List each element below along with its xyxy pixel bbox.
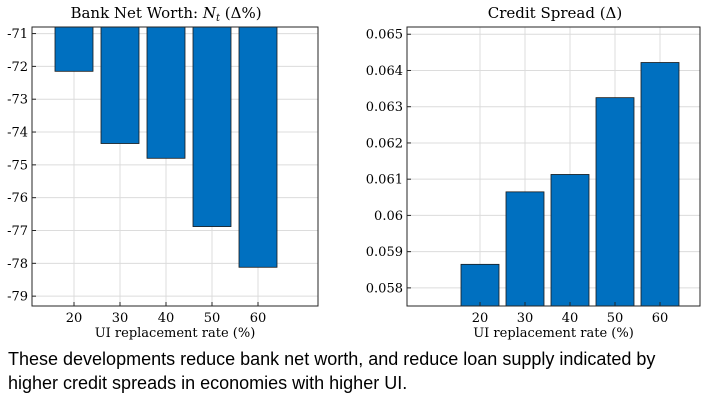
ytick-label: -77: [7, 224, 28, 239]
bar-50: [192, 26, 232, 227]
xtick-label: 40: [158, 311, 175, 326]
slide-caption: These developments reduce bank net worth…: [8, 349, 656, 393]
bar-40: [146, 26, 186, 159]
bar-60: [640, 62, 680, 307]
bar-40: [550, 174, 590, 307]
ytick-label: -78: [7, 257, 28, 272]
plot-frame: [31, 26, 319, 307]
ytick-label: -71: [7, 27, 28, 42]
xtick-label: 50: [607, 311, 624, 326]
x-axis-label: UI replacement rate (%): [95, 326, 256, 341]
xtick-label: 40: [562, 311, 579, 326]
xtick-label: 30: [517, 311, 534, 326]
ytick-label: 0.058: [366, 281, 403, 296]
xtick-label: 20: [472, 311, 489, 326]
bar-20: [54, 26, 94, 72]
bar-30: [100, 26, 140, 144]
ytick-label: 0.062: [366, 136, 403, 151]
ytick-label: 0.063: [366, 100, 403, 115]
ytick-label: -73: [7, 93, 28, 108]
chart-title: Credit Spread (Δ): [488, 4, 623, 22]
bar-50: [595, 97, 635, 307]
bar-30: [505, 191, 545, 307]
chart-credit-spread: 0.058 0.059 0.06 0.061 0.062 0.063 0.064 0.065 2…: [366, 4, 701, 341]
xtick-label: 50: [204, 311, 221, 326]
bar-60: [238, 26, 278, 268]
bar-20: [460, 263, 500, 307]
ytick-label: -72: [7, 60, 28, 75]
ytick-label: 0.06: [374, 209, 403, 224]
xtick-label: 20: [66, 311, 83, 326]
plot-frame: [406, 26, 701, 307]
ytick-label: -74: [7, 126, 28, 141]
chart-title: Bank Net Worth: Nt (Δ%): [70, 4, 261, 24]
xtick-label: 60: [652, 311, 669, 326]
ytick-label: -79: [7, 290, 28, 305]
ytick-label: 0.059: [366, 245, 403, 260]
xtick-label: 30: [112, 311, 129, 326]
chart-bank-net-worth: -71 -72 -73 -74 -75 -76 -77 -78 -79 20 30 40 50 60UI …: [7, 4, 319, 341]
ytick-label: 0.064: [366, 64, 403, 79]
x-axis-label: UI replacement rate (%): [473, 326, 634, 341]
ytick-label: 0.065: [366, 28, 403, 43]
ytick-label: 0.061: [366, 173, 403, 188]
ytick-label: -75: [7, 158, 28, 173]
ytick-label: -76: [7, 191, 28, 206]
xtick-label: 60: [250, 311, 267, 326]
